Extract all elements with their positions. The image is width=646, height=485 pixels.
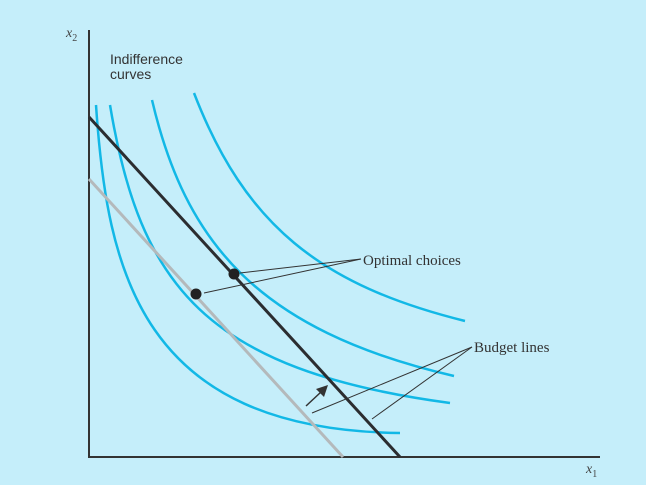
y-axis-label: x2: [65, 26, 77, 44]
indifference-curve-4: [192, 92, 466, 323]
optimal-choice-point-new: [228, 268, 240, 280]
indifference-curve-3: [150, 99, 455, 378]
leader-optimal-choice-2: [203, 258, 362, 294]
optimal-choices-label: Optimal choices: [363, 253, 461, 269]
indifference-curves-label-line2: curves: [110, 66, 151, 82]
budget-line-new: [87, 115, 402, 459]
leader-budget-line-2: [371, 346, 473, 420]
indifference-curves-label-line1: Indifference: [110, 51, 183, 67]
budget-line-initial: [87, 177, 345, 459]
budget-shift-arrowhead: [316, 385, 328, 397]
leader-optimal-choice-1: [239, 258, 362, 274]
indifference-curve-2: [108, 104, 451, 405]
x-axis-label: x1: [585, 462, 597, 480]
indifference-curve-1: [94, 104, 401, 435]
budget-shift-arrow-shaft: [305, 391, 322, 407]
budget-lines-label: Budget lines: [474, 340, 550, 356]
optimal-choice-point-initial: [190, 288, 202, 300]
leader-budget-line-1: [311, 346, 473, 414]
